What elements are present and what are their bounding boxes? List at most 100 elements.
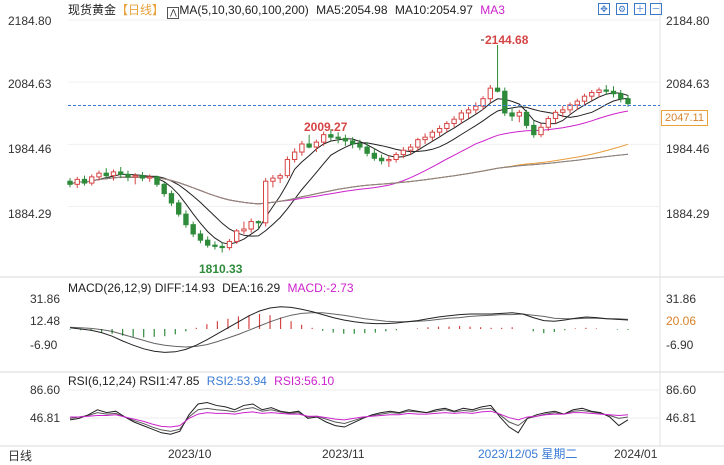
y-tick-1984: 1984.46 [666, 142, 710, 156]
y-tick-left-2184: 2184.80 [8, 14, 52, 28]
candle-body [458, 112, 464, 120]
main-gridlines [68, 19, 660, 207]
y-tick-left-2084: 2084.63 [8, 77, 52, 91]
candle-body [313, 141, 320, 148]
candle-body [378, 157, 385, 162]
ma-params: MA(5,10,30,60,100,200) [179, 3, 309, 17]
rsi3-value: RSI3:56.10 [274, 374, 335, 388]
rsi-y-tick-left-top: 86.60 [30, 383, 60, 397]
period-label[interactable]: 【日线】 [116, 3, 165, 17]
macd-y-tick-bottom: -6.90 [666, 338, 694, 352]
candle-body [610, 90, 617, 95]
candle-body [531, 124, 537, 136]
candlestick-series [67, 44, 631, 253]
candle-body [574, 100, 580, 106]
candle-body [212, 244, 218, 247]
candle-body [154, 176, 160, 185]
y-tick-2084: 2084.63 [666, 77, 710, 91]
candle-body [328, 134, 334, 138]
candle-body [132, 175, 138, 178]
candle-body [89, 176, 95, 184]
candle-body [190, 224, 196, 235]
candle-body [560, 109, 566, 113]
moving-average-lines [69, 92, 629, 245]
candle-body [487, 87, 493, 100]
y-tick-left-1984: 1984.46 [8, 142, 52, 156]
candle-body [335, 136, 341, 139]
candle-body [183, 213, 189, 226]
rsi-y-tick-top: 86.60 [666, 383, 696, 397]
candle-body [110, 171, 117, 177]
macd-diff-line [69, 306, 629, 353]
symbol-name: 现货黄金 [68, 3, 117, 17]
candle-body [291, 151, 298, 161]
ma10-line [69, 97, 629, 237]
candle-body [147, 176, 153, 179]
candle-body [422, 136, 428, 141]
macd-y-tick-left-top: 31.86 [30, 292, 60, 306]
candle-body [176, 202, 182, 215]
rsi1-value: RSI1:47.85 [139, 374, 200, 388]
candle-body [357, 143, 363, 148]
candle-body [67, 180, 73, 185]
candle-body [226, 240, 233, 249]
rsi3-line [70, 410, 629, 428]
y-tick-1884: 1884.29 [666, 207, 710, 221]
candle-body [473, 105, 479, 111]
x-tick-2023-10: 2023/10 [168, 447, 212, 461]
ma-settings-icon[interactable]: ⋀ [167, 7, 180, 19]
candle-body [284, 159, 291, 177]
macd-histogram [69, 314, 629, 338]
macd-dea-line [69, 312, 629, 348]
ma60-line [69, 143, 629, 205]
candle-body [581, 95, 588, 102]
macd-y-tick-left-mid: 12.48 [30, 314, 60, 328]
candle-body [248, 221, 254, 230]
candle-body [552, 111, 559, 120]
y-tick-2184: 2184.80 [666, 14, 710, 28]
bottom-period-label: 日线 [8, 449, 32, 463]
candle-body [589, 91, 595, 97]
candle-body [118, 171, 124, 175]
candle-body [393, 154, 399, 161]
x-cursor-date-label: 2023/12/05 星期二 [478, 447, 577, 461]
candle-body [429, 131, 436, 138]
macd-diff-value: DIFF:14.93 [154, 281, 215, 295]
macd-params: MACD(26,12,9) [68, 281, 152, 295]
candle-body [234, 230, 240, 242]
rsi1-line [69, 402, 629, 435]
rsi-header: RSI(6,12,24) RSI1:47.85 RSI2:53.94 RSI3:… [68, 374, 334, 388]
rsi2-value: RSI2:53.94 [206, 374, 267, 388]
macd-y-tick-top: 31.86 [666, 292, 696, 306]
candle-body [451, 118, 457, 125]
candle-body [538, 126, 544, 136]
macd-header: MACD(26,12,9) DIFF:14.93 DEA:16.29 MACD:… [68, 281, 354, 295]
macd-dea-value: DEA:16.29 [222, 281, 281, 295]
candle-body [96, 172, 102, 178]
ma30-line [69, 110, 629, 205]
candle-body [270, 177, 276, 182]
candle-body [386, 159, 392, 162]
rsi-params: RSI(6,12,24) [68, 374, 137, 388]
expand-icon[interactable]: ✥ [598, 3, 610, 15]
zoom-in-icon[interactable]: ＋ [634, 3, 646, 15]
candle-body [219, 245, 225, 249]
settings-icon[interactable]: ⚙ [616, 3, 628, 15]
candle-body [349, 140, 356, 145]
candle-body [125, 173, 131, 178]
macd-y-tick-mid-current: 20.06 [666, 314, 696, 328]
x-tick-2024-01: 2024/01 [614, 447, 658, 461]
candle-body [262, 180, 269, 224]
candle-body [320, 134, 327, 143]
zoom-out-icon[interactable]: － [650, 3, 662, 15]
rsi-y-tick-left-bottom: 46.81 [30, 411, 60, 425]
ma3-value: MA3 [480, 3, 505, 17]
candle-body [465, 109, 472, 114]
last-price-label: 2047.11 [661, 110, 708, 126]
candle-body [139, 175, 146, 179]
candle-body [241, 228, 247, 232]
candle-body [436, 127, 443, 133]
candle-body [545, 118, 551, 128]
y-tick-left-1884: 1884.29 [8, 207, 52, 221]
